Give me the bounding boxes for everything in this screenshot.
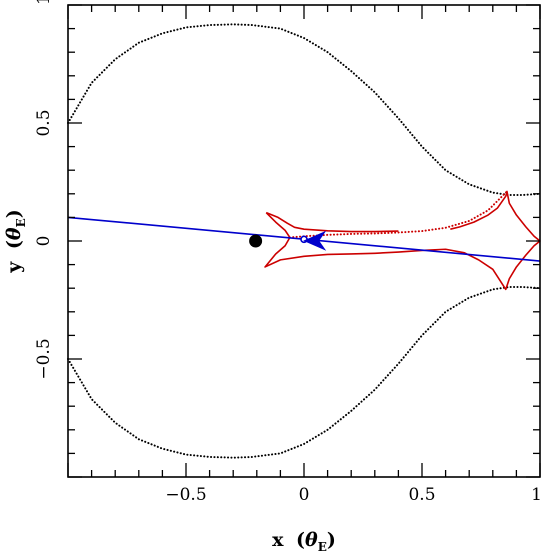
y-axis-label-prefix: y	[3, 261, 25, 274]
tick-layer	[67, 4, 541, 478]
x-axis-label-theta: θ	[305, 529, 318, 551]
y-axis-label-open: (	[3, 240, 25, 249]
x-tick-label: 0.5	[408, 485, 435, 505]
y-tick-label: −0.5	[34, 338, 54, 379]
y-axis-label-sub: E	[14, 218, 28, 227]
x-axis-label-open: (	[296, 529, 305, 551]
x-axis-label: x (θE)	[272, 529, 336, 554]
x-axis-label-close: )	[327, 529, 336, 551]
series-caustic-solid	[264, 190, 541, 291]
y-axis-label: y (θE)	[3, 209, 28, 274]
series-critical-upper	[67, 23, 541, 196]
y-axis-label-theta: θ	[3, 227, 25, 240]
marker-layer	[249, 230, 327, 251]
series-critical-lower	[67, 286, 541, 459]
x-axis-label-sub: E	[318, 540, 327, 554]
y-tick-label: 1	[34, 0, 54, 5]
tick-label-layer: −0.5 0 0.5 1 −0.5 0 0.5 1	[34, 0, 542, 505]
y-axis-label-close: )	[3, 209, 25, 218]
x-axis-label-prefix: x	[272, 529, 284, 551]
marker-direction	[303, 230, 327, 251]
y-tick-label: 0	[34, 236, 54, 247]
x-tick-label: 1	[531, 485, 542, 505]
x-tick-label: −0.5	[165, 485, 206, 505]
x-tick-label: 0	[299, 485, 310, 505]
marker-lens	[249, 234, 263, 248]
series-caustic-left-cusp	[265, 211, 399, 233]
y-tick-label: 0.5	[34, 109, 54, 136]
